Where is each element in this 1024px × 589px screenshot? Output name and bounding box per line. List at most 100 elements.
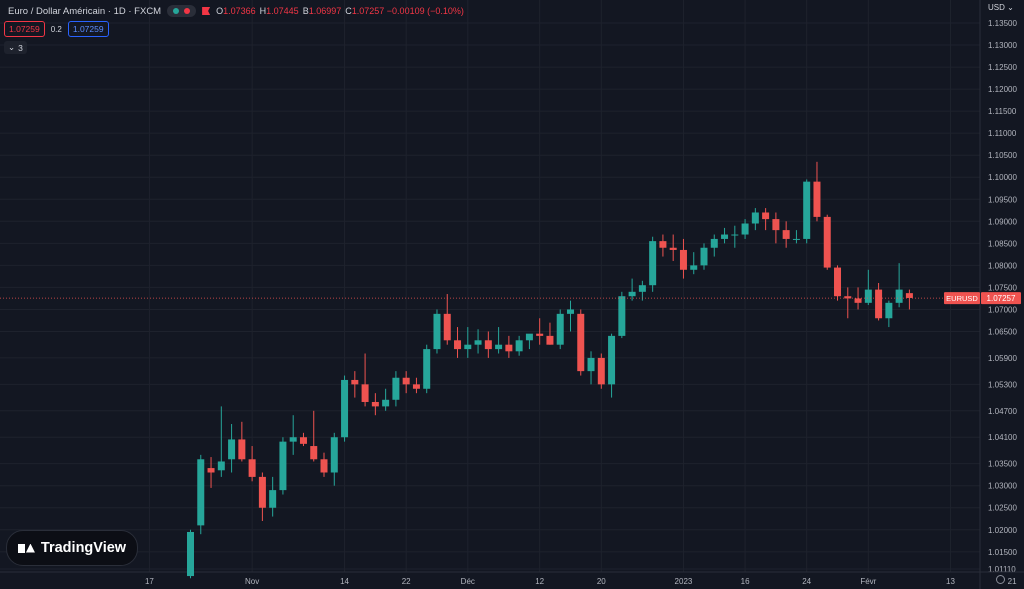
candle-body [546,335,554,345]
y-tick-label: 1.05900 [988,354,1017,363]
symbol-tag-bg [944,292,980,305]
y-tick-label: 1.03500 [988,460,1017,469]
gear-icon[interactable] [996,575,1005,584]
x-tick-label: 12 [535,577,544,586]
candle-body [844,296,852,299]
candle-body [217,461,225,471]
candle-body [721,234,729,239]
x-tick-label: Févr [860,577,876,586]
market-status-pill[interactable] [167,5,197,17]
candle-body [556,313,564,345]
candle-body [905,293,913,298]
currency-selector[interactable]: USD ⌄ [988,3,1014,12]
indicators-count: 3 [18,42,23,53]
candle-body [638,285,646,292]
y-tick-label: 1.12500 [988,63,1017,72]
buy-button[interactable]: 1.07259 [67,21,109,37]
y-tick-label: 1.13000 [988,41,1017,50]
candle-body [505,344,513,352]
ohlc-values: O1.07366 H1.07445 B1.06997 C1.07257 −0.0… [216,6,464,16]
candle-body [433,313,441,350]
ohlc-open: O1.07366 [216,6,256,16]
candle-body [834,267,842,297]
candle-body [772,219,780,231]
ohlc-high: H1.07445 [259,6,299,16]
y-tick-label: 1.13500 [988,19,1017,28]
symbol-title[interactable]: Euro / Dollar Américain · 1D · FXCM [8,5,162,17]
candle-body [197,459,205,526]
candle-body [525,333,533,341]
candle-body [885,302,893,319]
candle-body [700,247,708,266]
candle-body [566,309,574,314]
candle-body [813,181,821,217]
candle-body [248,459,256,477]
candle-body [474,340,482,345]
y-tick-label: 1.12000 [988,85,1017,94]
symbol-tag-label: EURUSD [946,294,978,303]
candle-body [351,379,359,385]
candle-body [228,439,236,460]
market-open-icon [173,8,180,14]
alert-dot-icon [184,8,191,14]
y-tick-label: 1.01500 [988,548,1017,557]
trade-panel: 1.07259 0.2 1.07259 [4,21,109,37]
candle-body [207,468,215,473]
candle-body [669,247,677,250]
y-tick-label: 1.03000 [988,482,1017,491]
y-tick-label: 1.07000 [988,305,1017,314]
candle-body [536,333,544,336]
y-tick-label: 1.02500 [988,504,1017,513]
candle-body [454,340,462,350]
x-tick-label: 22 [402,577,411,586]
y-tick-label: 1.07500 [988,283,1017,292]
sell-button[interactable]: 1.07259 [4,21,45,37]
candle-body [782,230,790,239]
candle-body [464,344,472,350]
candle-body [412,384,420,389]
logo-text: TradingView [40,540,127,556]
candle-body [895,289,903,303]
y-tick-label: 1.04100 [988,433,1017,442]
candle-body [751,212,759,224]
candle-body [577,313,585,372]
candle-body [587,357,595,372]
candle-body [279,441,287,491]
candle-body [803,181,811,239]
candle-body [341,379,349,438]
y-tick-label: 1.04700 [988,407,1017,416]
x-tick-label: Déc [461,577,475,586]
y-tick-label: 1.05300 [988,380,1017,389]
chevron-down-icon: ⌄ [8,42,16,52]
candle-body [289,437,297,442]
candle-body [823,216,831,268]
y-tick-label: 1.06500 [988,327,1017,336]
candle-body [484,340,492,350]
candle-body [187,531,194,577]
x-tick-label: 13 [946,577,955,586]
candle-body [269,490,277,508]
x-tick-label: 16 [741,577,750,586]
x-tick-label: 21 [1008,577,1017,586]
x-tick-label: 2023 [675,577,693,586]
indicators-toggle[interactable]: ⌄ 3 [4,41,27,54]
candle-body [310,446,318,460]
price-tag-bg [981,292,1021,305]
candle-body [258,476,266,508]
candle-body [443,313,451,341]
candle-body [299,437,307,444]
ohlc-low: B1.06997 [302,6,342,16]
candle-body [515,340,523,352]
candle-body [402,377,410,385]
y-tick-label: 1.11500 [988,107,1017,116]
x-tick-label: 17 [145,577,154,586]
flag-icon[interactable] [202,7,211,15]
candle-body [628,291,636,297]
x-tick-label: 14 [340,577,349,586]
candle-body [659,241,667,248]
x-tick-label: Nov [245,577,259,586]
tradingview-logo[interactable]: TradingView [6,530,138,566]
candle-body [762,212,770,220]
ohlc-close: C1.07257 −0.00109 (−0.10%) [345,6,464,16]
